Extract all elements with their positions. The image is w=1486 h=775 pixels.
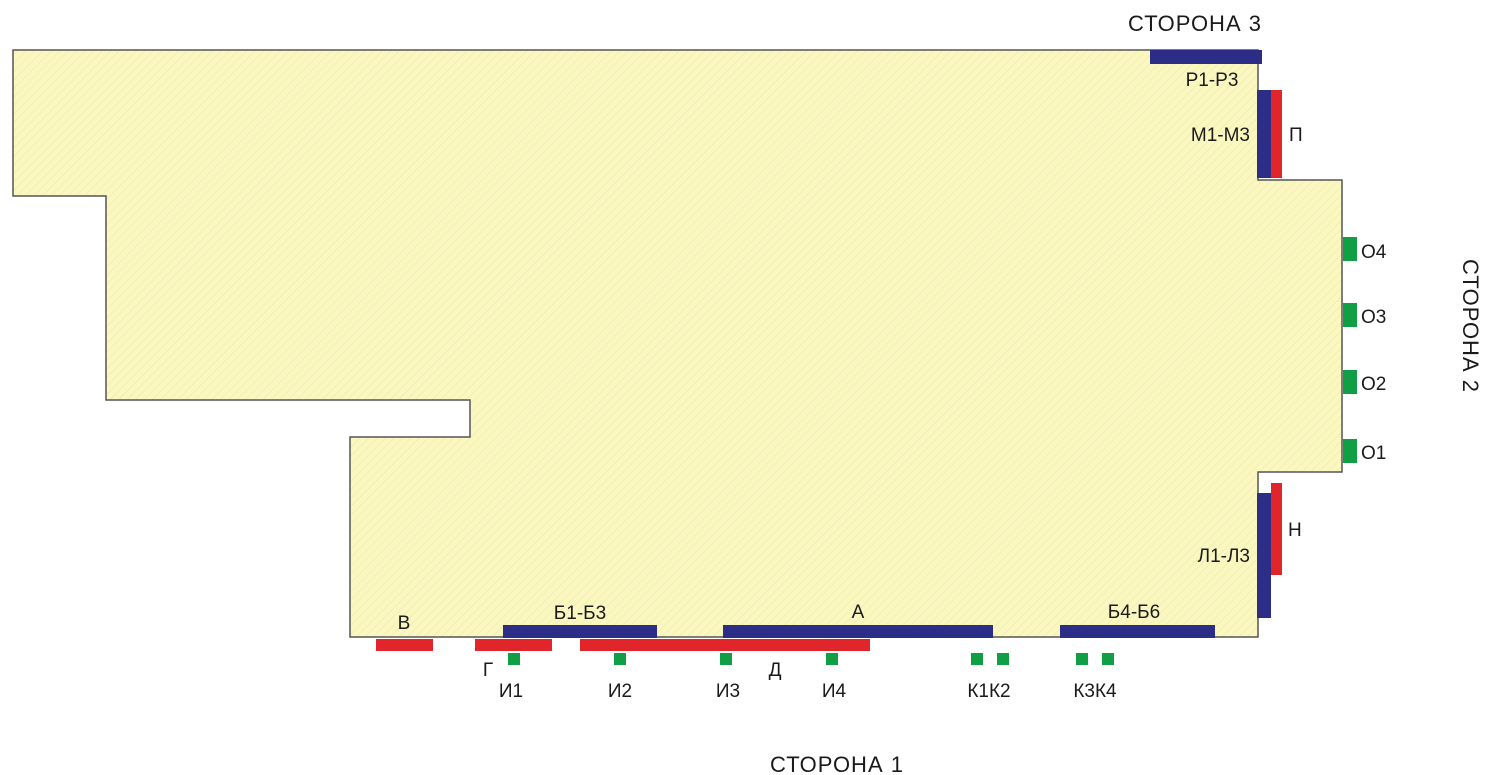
blue-wall-section-b1-b3 bbox=[503, 625, 657, 638]
i1-label: И1 bbox=[499, 681, 523, 702]
green-marker-o1 bbox=[1343, 439, 1357, 463]
red-wall-section-n bbox=[1271, 483, 1282, 575]
b4-b6-label: Б4-Б6 bbox=[1108, 602, 1160, 623]
k3k4-label: К3К4 bbox=[1073, 681, 1117, 702]
red-wall-section-p bbox=[1271, 90, 1282, 178]
green-marker-k2 bbox=[997, 653, 1009, 665]
green-marker-o4 bbox=[1343, 237, 1357, 261]
green-marker-i3 bbox=[720, 653, 732, 665]
blue-wall-section-b4-b6 bbox=[1060, 625, 1215, 638]
blue-wall-section-a bbox=[723, 625, 993, 638]
v-label: В bbox=[398, 613, 411, 634]
green-marker-i4 bbox=[826, 653, 838, 665]
blue-wall-section-l1-l3 bbox=[1257, 493, 1271, 618]
g-label: Г bbox=[483, 660, 493, 681]
green-marker-i1 bbox=[508, 653, 520, 665]
b1-b3-label: Б1-Б3 bbox=[554, 603, 606, 624]
k1k2-label: К1К2 bbox=[967, 681, 1010, 702]
green-marker-k4 bbox=[1102, 653, 1114, 665]
l1-l3-label: Л1-Л3 bbox=[1198, 546, 1250, 567]
red-wall-section-g bbox=[475, 639, 552, 651]
o4-label: О4 bbox=[1361, 242, 1387, 263]
i4-label: И4 bbox=[822, 681, 847, 702]
i3-label: И3 bbox=[716, 681, 740, 702]
d-label: Д bbox=[769, 660, 782, 681]
r1-r3-label: Р1-Р3 bbox=[1186, 70, 1239, 91]
green-marker-o2 bbox=[1343, 370, 1357, 394]
side3-label: СТОРОНА 3 bbox=[1128, 11, 1262, 36]
green-marker-k1 bbox=[971, 653, 983, 665]
side1-label: СТОРОНА 1 bbox=[770, 752, 904, 775]
red-wall-section-v bbox=[376, 639, 433, 651]
green-marker-k3 bbox=[1076, 653, 1088, 665]
i2-label: И2 bbox=[608, 681, 632, 702]
p-label: П bbox=[1289, 125, 1303, 146]
n-label: Н bbox=[1288, 520, 1302, 541]
side2-label: СТОРОНА 2 bbox=[1458, 259, 1483, 393]
green-marker-o3 bbox=[1343, 303, 1357, 327]
red-wall-section-d bbox=[580, 639, 870, 651]
a-label: А bbox=[852, 602, 865, 623]
o3-label: О3 bbox=[1361, 307, 1386, 328]
green-marker-i2 bbox=[614, 653, 626, 665]
blue-wall-section-r1-r3 bbox=[1150, 50, 1262, 64]
o1-label: О1 bbox=[1361, 443, 1386, 464]
m1-m3-label: М1-М3 bbox=[1191, 125, 1250, 146]
blue-wall-section-m1-m3 bbox=[1257, 90, 1271, 178]
floor-area bbox=[12, 49, 1343, 638]
o2-label: О2 bbox=[1361, 374, 1386, 395]
